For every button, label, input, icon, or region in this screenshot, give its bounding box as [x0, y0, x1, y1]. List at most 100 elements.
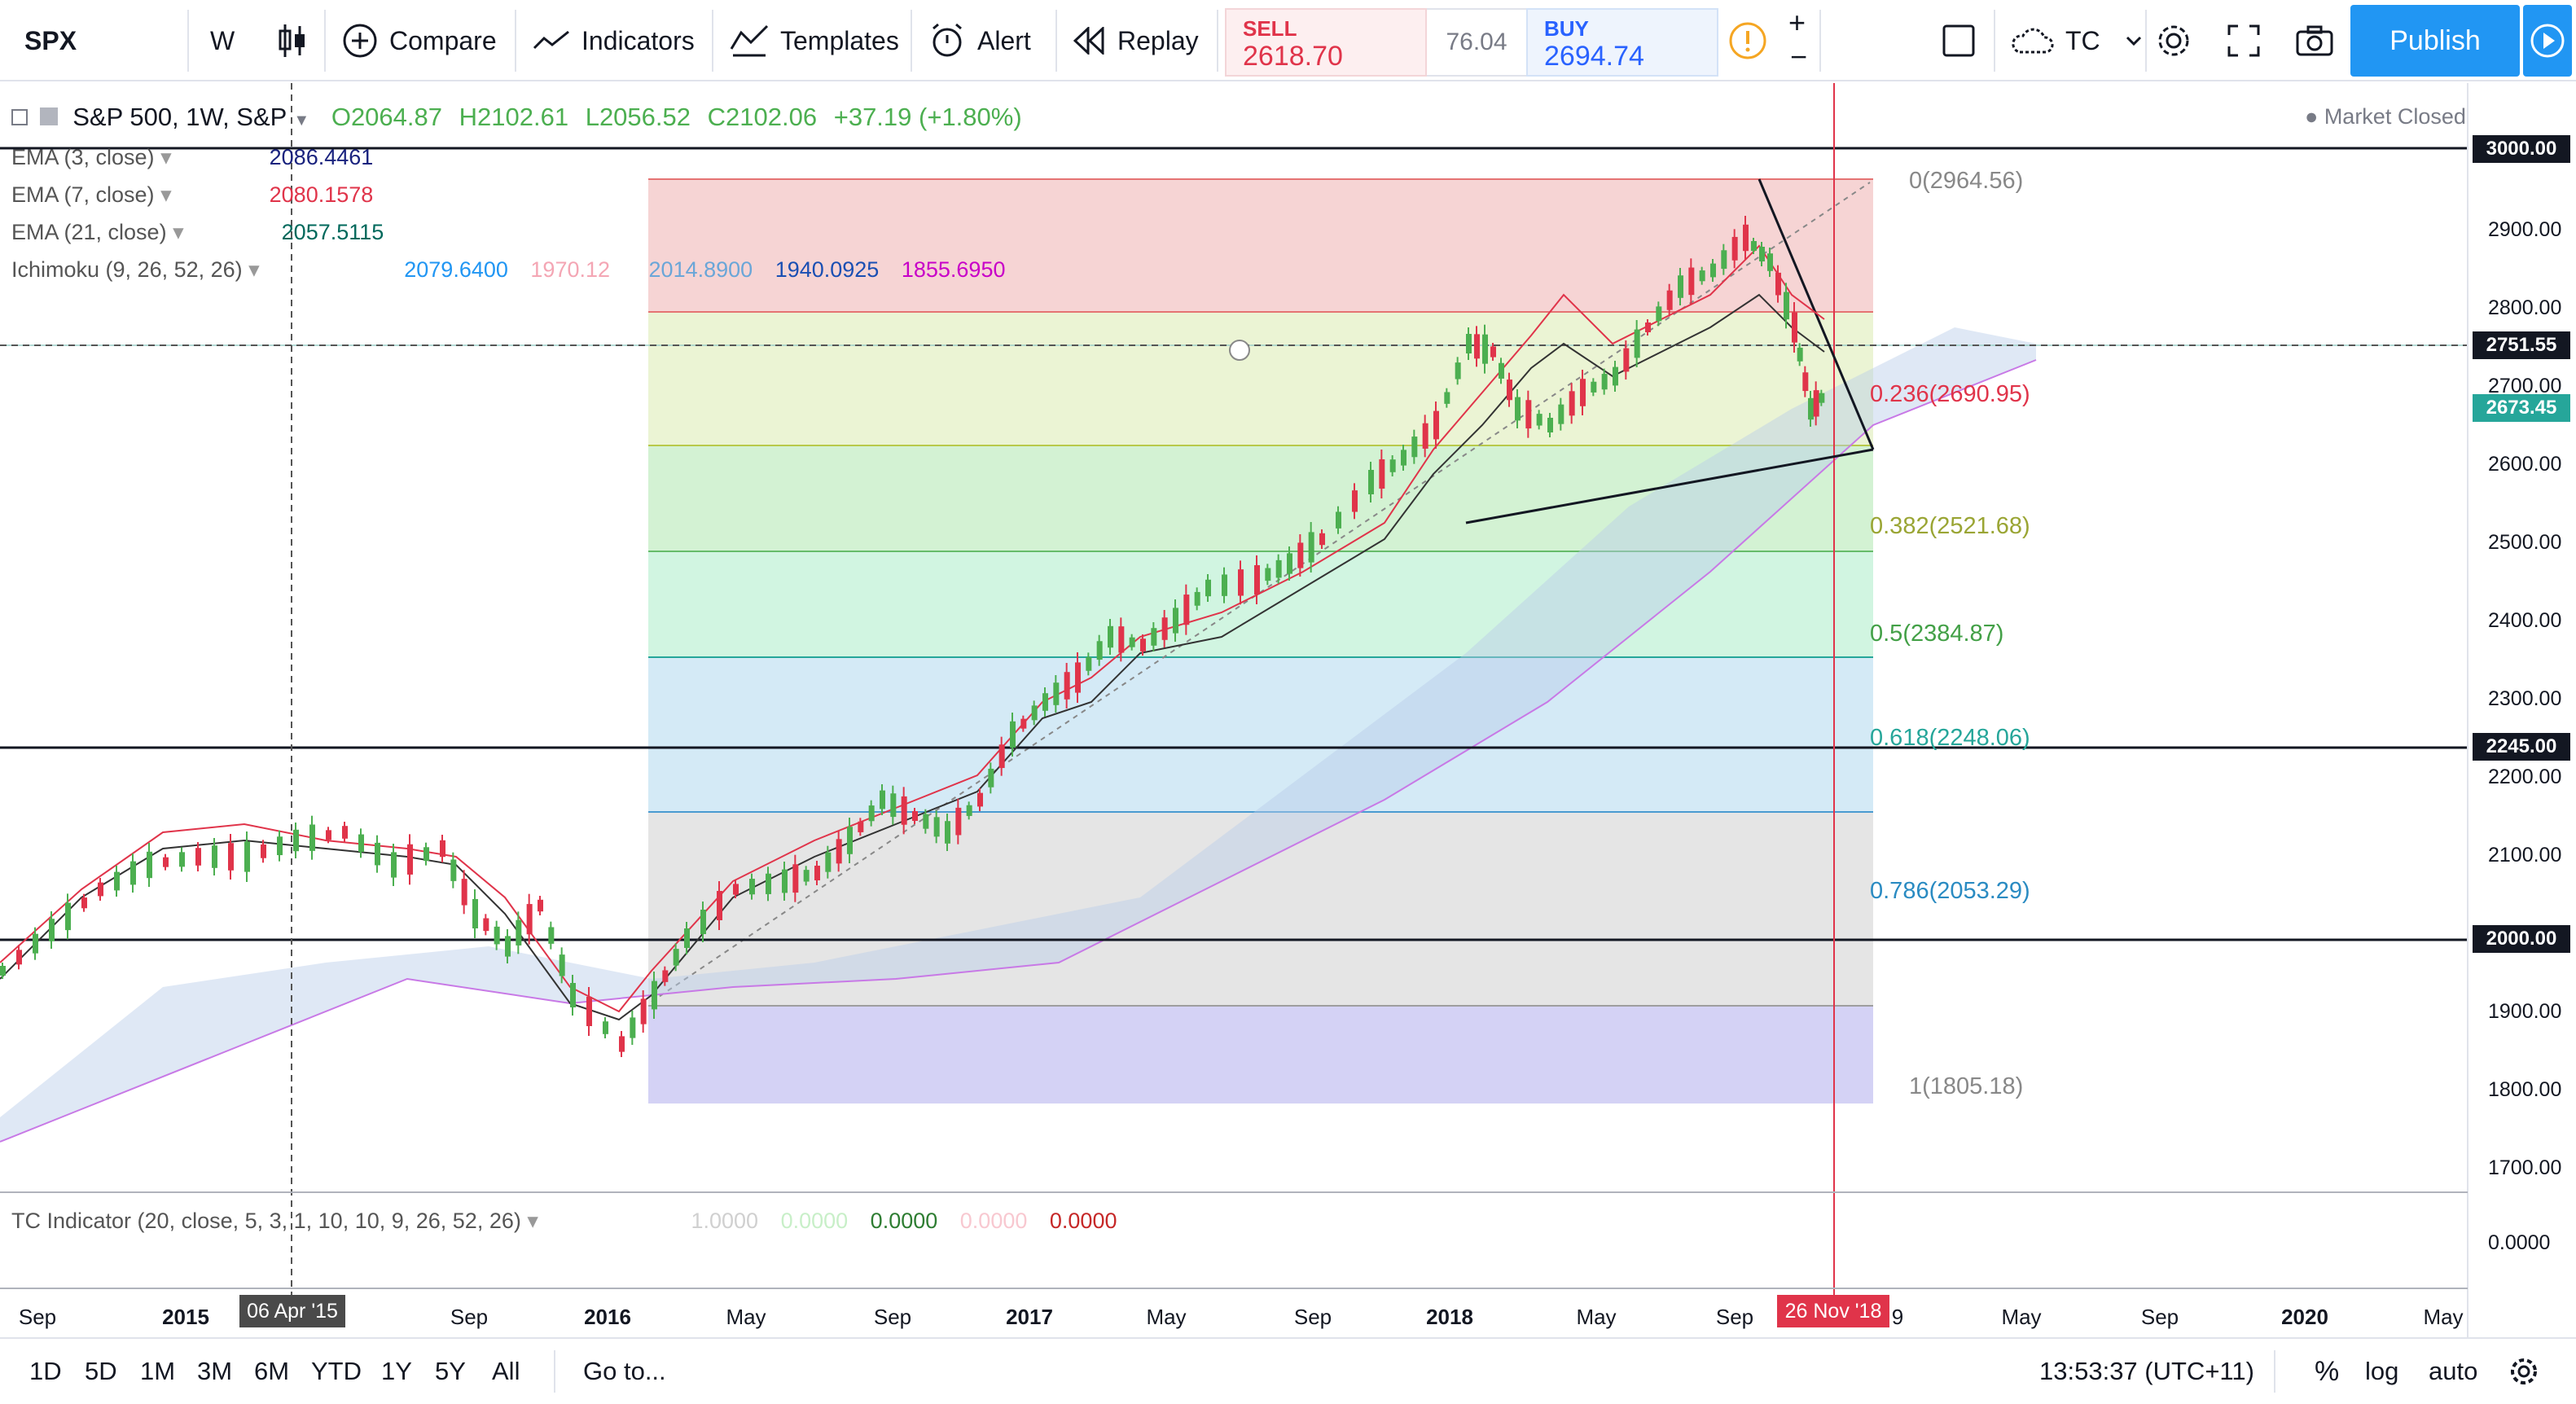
- interval-button[interactable]: W: [210, 25, 235, 55]
- candle-body: [662, 970, 669, 982]
- candle-body: [1802, 372, 1809, 392]
- chevron-down-icon[interactable]: ▼: [293, 112, 310, 129]
- alarm-clock-icon: [933, 23, 962, 57]
- info-button[interactable]: [1728, 0, 1779, 81]
- chart-settings-button[interactable]: [2508, 1339, 2539, 1404]
- flag-icon[interactable]: [39, 107, 58, 125]
- candle-body: [1308, 532, 1314, 563]
- candle-body: [1444, 392, 1450, 404]
- settings-button[interactable]: [2155, 0, 2204, 81]
- auto-toggle[interactable]: auto: [2429, 1357, 2478, 1385]
- candle-body: [945, 821, 950, 844]
- candle-body: [1721, 250, 1727, 270]
- range-button[interactable]: 1M: [140, 1357, 176, 1385]
- price-tick-label: 1900.00: [2488, 1000, 2562, 1023]
- candle-body: [407, 844, 413, 875]
- replay-label: Replay: [1117, 25, 1199, 55]
- publish-button[interactable]: Publish: [2350, 5, 2520, 77]
- time-tick-label: 2020: [2281, 1305, 2328, 1329]
- candles-style-button[interactable]: [277, 0, 321, 81]
- candle-body: [1743, 224, 1749, 252]
- replay-play-button[interactable]: [2523, 5, 2572, 77]
- candle-body: [1275, 559, 1282, 578]
- candle-body: [1623, 348, 1630, 372]
- candle-body: [1140, 638, 1146, 652]
- candle-body: [1525, 400, 1532, 429]
- alert-button[interactable]: Alert: [928, 0, 1031, 81]
- templates-button[interactable]: Templates: [730, 0, 899, 81]
- drawing-tool-select[interactable]: TC: [2010, 0, 2154, 81]
- candle-body: [1455, 362, 1461, 380]
- ichimoku-legend[interactable]: Ichimoku (9, 26, 52, 26) ▾ 2079.6400 197…: [11, 257, 1006, 282]
- candle-body: [49, 919, 55, 941]
- candle-body: [955, 807, 962, 836]
- symbol-title[interactable]: S&P 500, 1W, S&P: [72, 103, 287, 131]
- candle-body: [212, 845, 217, 868]
- chevron-down-icon: [2126, 36, 2141, 46]
- tc-value-5: 0.0000: [1049, 1209, 1117, 1233]
- fullscreen-layout-button[interactable]: [1942, 0, 1987, 81]
- candle-body: [526, 904, 533, 935]
- buy-button[interactable]: BUY 2694.74: [1526, 8, 1718, 77]
- time-tick-label: 2016: [584, 1305, 631, 1329]
- candle-body: [652, 981, 657, 1010]
- percent-toggle[interactable]: %: [2315, 1355, 2340, 1387]
- range-button[interactable]: 5Y: [435, 1357, 466, 1385]
- range-button[interactable]: 6M: [254, 1357, 290, 1385]
- symbol-search[interactable]: SPX: [24, 25, 77, 55]
- ohlc-change: +37.19 (+1.80%): [833, 103, 1022, 131]
- zoom-out-button[interactable]: −: [1790, 40, 1808, 73]
- fib-level-label: 0(2964.56): [1909, 168, 2024, 194]
- replay-button[interactable]: Replay: [1073, 0, 1199, 81]
- fullscreen-button[interactable]: [2227, 0, 2272, 81]
- clock[interactable]: 13:53:37 (UTC+11): [2039, 1357, 2254, 1385]
- tc-indicator-label: TC Indicator (20, close, 5, 3, 1, 10, 10…: [11, 1209, 521, 1233]
- range-button[interactable]: 1Y: [381, 1357, 412, 1385]
- square-icon: [1942, 24, 1975, 57]
- range-button[interactable]: 1D: [29, 1357, 62, 1385]
- collapse-legend-icon[interactable]: [11, 109, 28, 125]
- candle-body: [1319, 533, 1325, 546]
- candle-body: [16, 950, 22, 965]
- screenshot-button[interactable]: [2295, 0, 2346, 81]
- candle-body: [1784, 292, 1789, 320]
- tc-indicator-legend[interactable]: TC Indicator (20, close, 5, 3, 1, 10, 10…: [11, 1209, 1117, 1233]
- candle-body: [1613, 366, 1618, 386]
- fib-level-label: 0.5(2384.87): [1870, 621, 2004, 647]
- time-tick-label: 2017: [1006, 1305, 1053, 1329]
- time-tick-label: Sep: [1293, 1305, 1332, 1329]
- candle-body: [1297, 542, 1304, 568]
- candle-body: [858, 821, 864, 832]
- goto-button[interactable]: Go to...: [583, 1357, 666, 1385]
- oscillator-zero: 0.0000: [2488, 1231, 2551, 1254]
- indicators-button[interactable]: Indicators: [533, 0, 695, 81]
- candle-body: [1031, 705, 1038, 721]
- candle-body: [163, 857, 169, 867]
- candle-body: [1265, 568, 1271, 581]
- ema3-legend[interactable]: EMA (3, close) ▾ 2086.4461: [11, 145, 374, 169]
- gear-icon: [2511, 1358, 2537, 1384]
- ohlc-low: L2056.52: [585, 103, 691, 131]
- range-button[interactable]: All: [492, 1357, 520, 1385]
- zoom-in-button[interactable]: +: [1788, 6, 1806, 39]
- candle-body: [1499, 362, 1504, 379]
- ichimoku-base: 1970.12: [530, 257, 611, 282]
- range-button[interactable]: 3M: [197, 1357, 233, 1385]
- fib-level-label: 0.236(2690.95): [1870, 381, 2030, 407]
- ema21-legend[interactable]: EMA (21, close) ▾ 2057.5115: [11, 220, 384, 244]
- ema7-legend[interactable]: EMA (7, close) ▾ 2080.1578: [11, 182, 374, 207]
- candle-body: [847, 827, 853, 854]
- candle-body: [1075, 662, 1081, 693]
- candle-body: [440, 840, 445, 858]
- candle-body: [717, 891, 722, 920]
- compare-button[interactable]: Compare: [342, 0, 497, 81]
- candle-body: [179, 852, 185, 867]
- log-toggle[interactable]: log: [2365, 1357, 2399, 1385]
- range-button[interactable]: 5D: [85, 1357, 117, 1385]
- time-tick-label: 2018: [1426, 1305, 1473, 1329]
- time-tick-label: Sep: [873, 1305, 912, 1329]
- range-button[interactable]: YTD: [311, 1357, 362, 1385]
- sell-button[interactable]: SELL 2618.70: [1225, 8, 1427, 77]
- candle-body: [358, 834, 364, 853]
- candle-body: [244, 841, 250, 872]
